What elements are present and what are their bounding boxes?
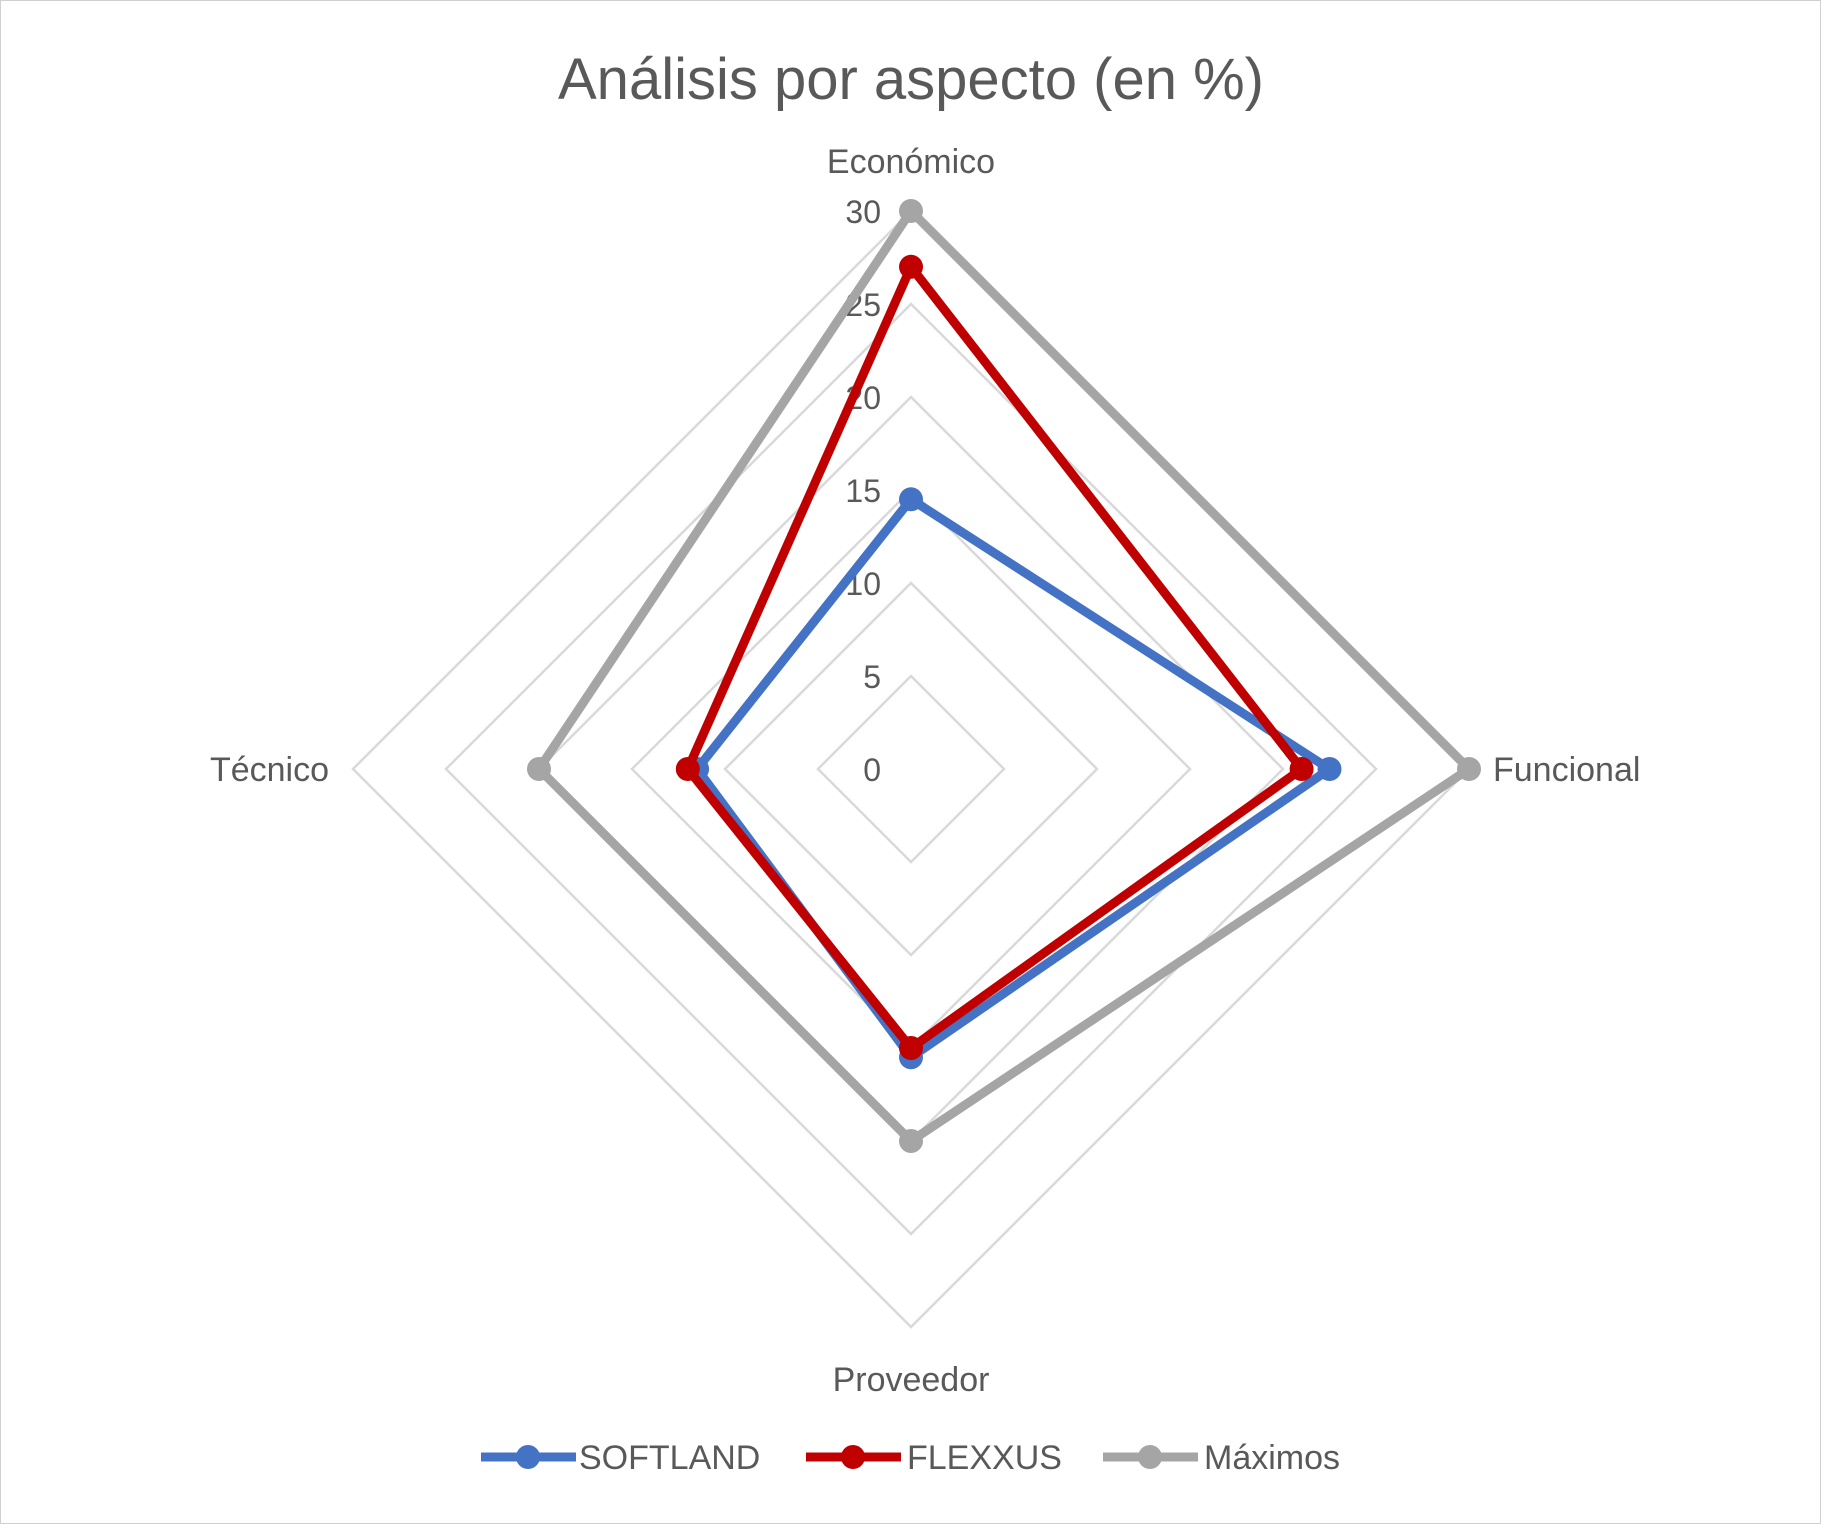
chart-title: Análisis por aspecto (en %)	[558, 47, 1264, 112]
gridline-10	[723, 581, 1099, 957]
data-point-maximos-1[interactable]	[1457, 757, 1481, 781]
data-point-flexxus-0[interactable]	[899, 254, 923, 279]
series-flexxus	[675, 254, 1314, 1060]
data-point-flexxus-1[interactable]	[1289, 757, 1314, 781]
data-point-maximos-3[interactable]	[527, 757, 551, 781]
legend-item-softland[interactable]: SOFTLAND	[481, 1439, 760, 1477]
series-group	[527, 199, 1481, 1153]
gridline-15	[630, 488, 1192, 1050]
legend-item-flexxus[interactable]: FLEXXUS	[806, 1439, 1062, 1477]
tick-label-0: 0	[863, 752, 881, 788]
category-label-economico: Económico	[827, 143, 995, 181]
legend-label-softland: SOFTLAND	[579, 1439, 760, 1477]
tick-label-15: 15	[845, 473, 881, 509]
data-point-flexxus-3[interactable]	[675, 757, 700, 781]
data-point-softland-0[interactable]	[899, 487, 923, 512]
data-point-maximos-2[interactable]	[899, 1129, 923, 1153]
data-point-flexxus-2[interactable]	[899, 1036, 923, 1060]
data-point-softland-1[interactable]	[1317, 757, 1342, 781]
legend-item-maximos[interactable]: Máximos	[1103, 1439, 1340, 1477]
category-label-funcional: Funcional	[1493, 751, 1640, 789]
tick-label-5: 5	[863, 659, 881, 695]
legend: SOFTLAND FLEXXUS Máximos	[481, 1439, 1340, 1477]
tick-label-30: 30	[845, 194, 881, 230]
gridline-25	[444, 302, 1378, 1236]
category-label-proveedor: Proveedor	[833, 1361, 990, 1399]
legend-label-maximos: Máximos	[1204, 1439, 1340, 1477]
legend-label-flexxus: FLEXXUS	[907, 1439, 1062, 1477]
data-point-maximos-0[interactable]	[899, 199, 923, 223]
legend-marker-softland	[516, 1445, 540, 1469]
series-softland	[685, 487, 1342, 1070]
series-maximos	[527, 199, 1481, 1153]
gridline-5	[816, 674, 1006, 864]
legend-marker-flexxus	[841, 1445, 865, 1469]
legend-marker-maximos	[1138, 1445, 1162, 1469]
category-label-tecnico: Técnico	[210, 751, 329, 789]
